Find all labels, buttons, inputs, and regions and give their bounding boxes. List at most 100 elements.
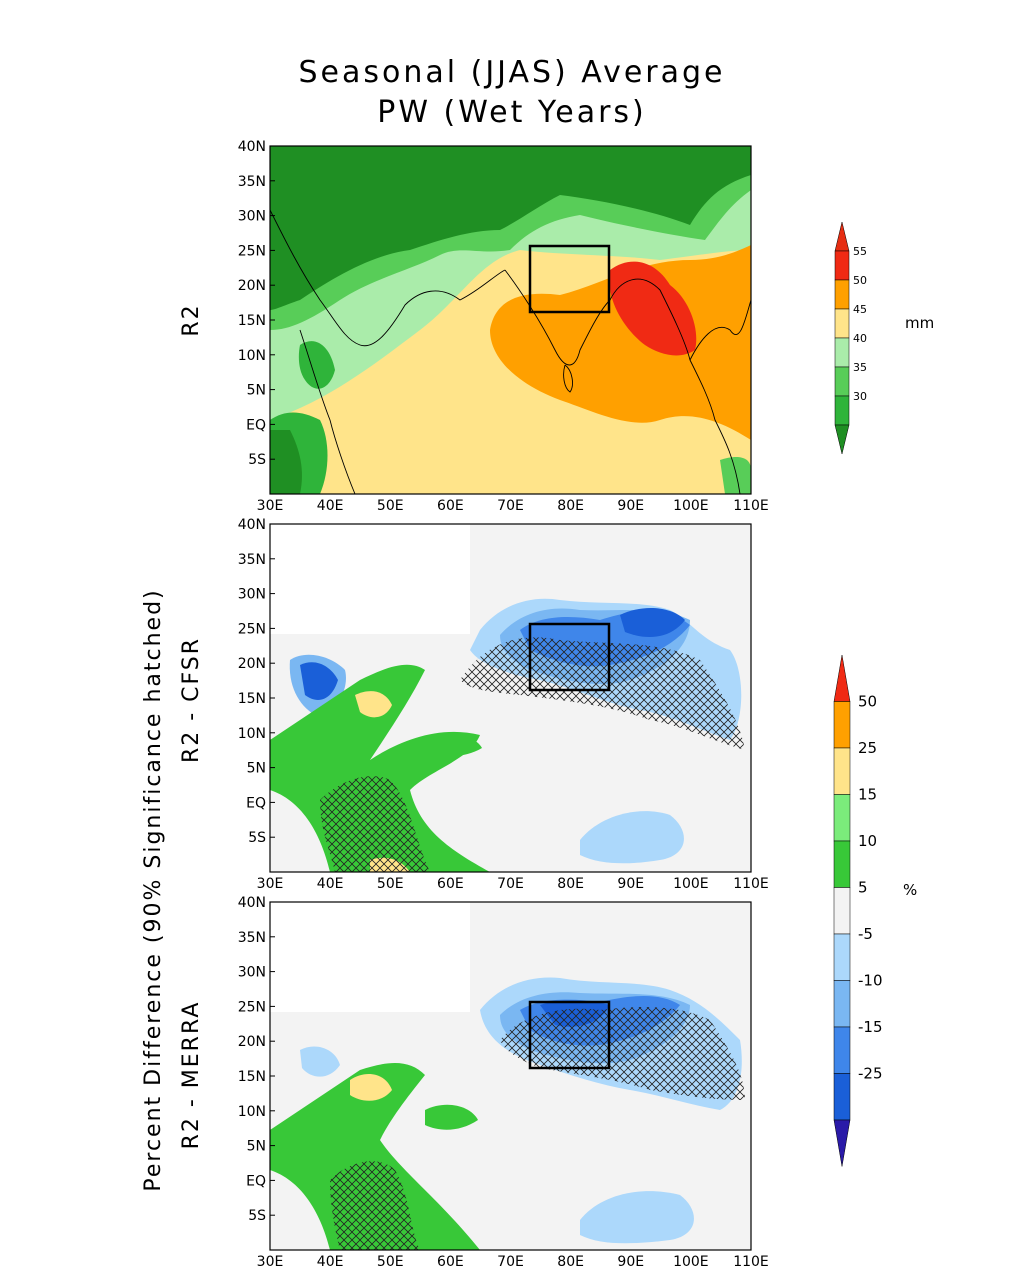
panel3-map [270,902,751,1250]
lon-tick-label: 40E [317,498,344,514]
lon-tick-label: 70E [497,876,524,892]
lon-tick-label: 30E [257,876,284,892]
lon-tick-label: 90E [617,876,644,892]
colorbar-diff-tick: -25 [858,1065,883,1083]
lon-tick-label: 100E [673,876,709,892]
lon-tick-label: 90E [617,1254,644,1270]
lat-tick-label: 30N [238,587,266,603]
colorbar-diff-segment [833,701,851,749]
lat-tick-label: 5N [247,761,266,777]
colorbar-diff-tick: -10 [858,972,883,990]
lat-tick-label: 40N [238,139,266,155]
colorbar-pw-top-arrow [834,221,850,252]
lat-tick-label: 25N [238,621,266,637]
colorbar-diff-segment [833,1073,851,1121]
lat-tick-label: 10N [238,1104,266,1120]
panel2-map [270,524,751,872]
lon-tick-label: 110E [733,876,769,892]
colorbar-diff-tick: 5 [858,879,868,897]
colorbar-diff-segment [833,887,851,935]
colorbar-diff-segment [833,980,851,1028]
lon-tick-label: 80E [557,498,584,514]
lat-tick-label: 40N [238,517,266,533]
colorbar-diff-tick: 10 [858,832,877,850]
lon-tick-label: 60E [437,876,464,892]
colorbar-pw-segment [834,308,850,339]
lat-tick-label: 10N [238,348,266,364]
colorbar-pw-tick: 40 [853,332,867,345]
lon-tick-label: 60E [437,1254,464,1270]
colorbar-diff-tick: -15 [858,1018,883,1036]
lon-tick-label: 110E [733,498,769,514]
colorbar-pw-segment [834,337,850,368]
lat-tick-label: 20N [238,278,266,294]
colorbar-pw-tick: 55 [853,245,867,258]
colorbar-pw-tick: 45 [853,303,867,316]
lon-tick-label: 40E [317,1254,344,1270]
lon-tick-label: 100E [673,1254,709,1270]
colorbar-pw-tick: 30 [853,390,867,403]
group-label: Percent Difference (90% Significance hat… [141,588,166,1191]
lon-tick-label: 60E [437,498,464,514]
lon-tick-label: 110E [733,1254,769,1270]
colorbar-diff-top-arrow [833,654,851,702]
colorbar-diff-tick: -5 [858,925,873,943]
lon-tick-label: 50E [377,1254,404,1270]
lat-tick-label: EQ [246,417,266,433]
lat-tick-label: EQ [246,1173,266,1189]
lon-tick-label: 100E [673,498,709,514]
colorbar-diff-tick: 50 [858,693,877,711]
panel2-label: R2 - CFSR [179,637,204,763]
lat-tick-label: 5S [248,830,266,846]
colorbar-diff-unit: % [903,881,917,899]
lat-tick-label: 35N [238,930,266,946]
lat-tick-label: 5S [248,1208,266,1224]
coastlines [270,209,751,494]
lat-tick-label: 5S [248,452,266,468]
lon-tick-label: 80E [557,876,584,892]
panel1-map [270,146,751,494]
lat-tick-label: 5N [247,383,266,399]
colorbar-diff: 50 25 15 10 5 -5 -10 -15 -25 [833,654,883,1167]
lat-tick-label: EQ [246,795,266,811]
lat-tick-label: 25N [238,243,266,259]
colorbar-pw-segment [834,250,850,281]
lat-tick-label: 15N [238,691,266,707]
lon-tick-label: 50E [377,498,404,514]
colorbar-diff-segment [833,747,851,795]
colorbar-diff-segment [833,933,851,981]
lat-tick-label: 30N [238,965,266,981]
study-box-panel3 [528,1000,611,1070]
colorbar-diff-tick: 25 [858,739,877,757]
lat-tick-label: 35N [238,174,266,190]
lat-tick-label: 5N [247,1139,266,1155]
lon-tick-label: 30E [257,1254,284,1270]
panel3-label: R2 - MERRA [179,1001,204,1150]
lon-tick-label: 40E [317,876,344,892]
lon-tick-label: 70E [497,498,524,514]
lon-tick-label: 70E [497,1254,524,1270]
colorbar-pw: 55 50 45 40 35 30 [834,221,867,455]
figure-title-line2: PW (Wet Years) [377,95,647,130]
lat-tick-label: 20N [238,1034,266,1050]
colorbar-diff-bottom-arrow [833,1119,851,1167]
colorbar-pw-bottom-arrow [834,424,850,455]
colorbar-pw-segment [834,395,850,426]
colorbar-pw-unit: mm [905,314,934,332]
colorbar-diff-tick: 15 [858,786,877,804]
lat-tick-label: 25N [238,999,266,1015]
lat-tick-label: 30N [238,209,266,225]
colorbar-pw-tick: 35 [853,361,867,374]
colorbar-diff-segment [833,840,851,888]
lat-tick-label: 40N [238,895,266,911]
colorbar-pw-tick: 50 [853,274,867,287]
lon-tick-label: 50E [377,876,404,892]
axis-labels: 40N 35N 30N 25N 20N 15N 10N 5N EQ 5S 30E 40E 50E 60E 7… [238,139,769,1270]
lon-tick-label: 80E [557,1254,584,1270]
colorbar-diff-segment [833,794,851,842]
lat-tick-label: 15N [238,313,266,329]
colorbar-pw-segment [834,366,850,397]
colorbar-diff-segment [833,1026,851,1074]
colorbar-pw-segment [834,279,850,310]
panel1-label: R2 [179,303,204,336]
